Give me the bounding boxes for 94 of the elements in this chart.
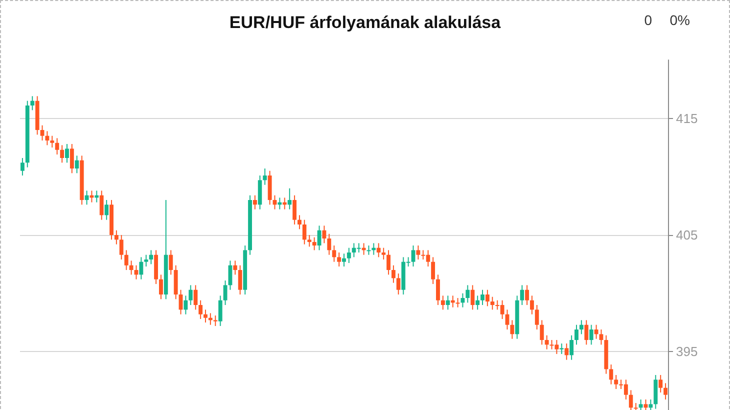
candlestick	[416, 245, 420, 260]
candlestick	[476, 295, 480, 310]
candlestick	[223, 280, 228, 306]
candlestick	[534, 304, 539, 330]
candlestick	[84, 190, 89, 206]
candlestick	[574, 324, 578, 346]
candlestick	[466, 284, 470, 304]
candlestick	[584, 320, 588, 346]
candlestick	[233, 260, 238, 276]
candlestick	[485, 289, 490, 307]
candlestick	[252, 194, 257, 210]
candlestick	[530, 295, 534, 315]
candlestick	[184, 295, 188, 315]
candlestick	[594, 324, 598, 340]
candlestick	[540, 320, 544, 346]
candlestick	[460, 292, 465, 308]
candlestick	[55, 138, 60, 155]
candlestick	[544, 334, 549, 350]
candlestick	[614, 374, 618, 390]
candlestick	[50, 135, 54, 148]
text: 0%	[670, 12, 690, 28]
candlestick	[288, 188, 292, 210]
candlestick	[144, 254, 148, 267]
candlestick	[129, 260, 134, 276]
candlestick	[342, 253, 346, 267]
candlestick	[490, 296, 494, 310]
candlestick	[30, 96, 34, 111]
candlestick	[570, 334, 574, 360]
y-tick-label: 395	[676, 344, 698, 360]
candlestick	[436, 274, 440, 306]
candlestick	[520, 284, 524, 306]
candlestick	[564, 343, 569, 360]
candlestick	[411, 245, 416, 267]
chart-title: EUR/HUF árfolyamának alakulása	[229, 13, 502, 32]
candlestick	[396, 273, 400, 295]
candlestick	[327, 233, 332, 256]
candlestick	[302, 219, 306, 245]
candlestick	[510, 320, 514, 340]
candlestick	[124, 250, 128, 270]
candlestick	[119, 234, 124, 260]
candlestick	[322, 225, 326, 244]
candlestick	[139, 256, 144, 280]
candlestick	[40, 124, 44, 141]
candlestick	[213, 315, 218, 326]
y-tick-label: 415	[676, 110, 698, 126]
candlestick	[218, 295, 222, 326]
candlestick	[386, 250, 390, 276]
candlestick	[609, 364, 614, 385]
candlestick	[658, 374, 663, 393]
candlestick	[560, 343, 564, 354]
candlestick	[628, 390, 633, 410]
candlestick	[431, 256, 436, 284]
candlestick	[65, 144, 69, 164]
candlestick	[579, 320, 584, 335]
candlestick	[114, 230, 118, 245]
candlestick	[188, 284, 193, 306]
candlestick	[238, 264, 242, 295]
candlestick	[262, 168, 267, 186]
candlestick	[198, 300, 203, 320]
candlestick	[376, 242, 381, 258]
candlestick	[337, 252, 342, 267]
candlestick	[480, 289, 484, 306]
candlestick	[292, 194, 297, 225]
candlestick	[194, 284, 198, 310]
candlestick	[74, 155, 79, 174]
candlestick	[332, 245, 336, 262]
text: 0	[644, 12, 652, 28]
candlestick	[45, 130, 50, 146]
candlestick	[470, 284, 475, 310]
candlestick	[589, 324, 594, 346]
candlestick	[638, 399, 643, 410]
candlestick	[168, 250, 173, 276]
candlestick	[60, 144, 64, 164]
candlestick	[446, 295, 450, 310]
candlestick	[298, 214, 302, 230]
candlestick	[204, 309, 208, 323]
candlestick	[100, 190, 104, 220]
candlestick	[634, 402, 638, 410]
candlestick	[525, 284, 529, 306]
candlestick	[159, 274, 163, 300]
y-tick-label: 405	[676, 228, 698, 242]
candlestick	[599, 329, 604, 346]
candlestick	[440, 295, 445, 310]
candlestick	[346, 247, 351, 264]
candlestick	[149, 250, 154, 265]
candlestick	[664, 382, 668, 400]
candlestick	[70, 144, 74, 174]
candlestick	[391, 264, 396, 284]
candlestick	[104, 200, 109, 220]
candlestick	[20, 158, 24, 176]
candlestick	[382, 247, 386, 260]
candlestick	[307, 234, 312, 248]
candlestick	[312, 236, 316, 251]
candlestick	[648, 399, 653, 410]
